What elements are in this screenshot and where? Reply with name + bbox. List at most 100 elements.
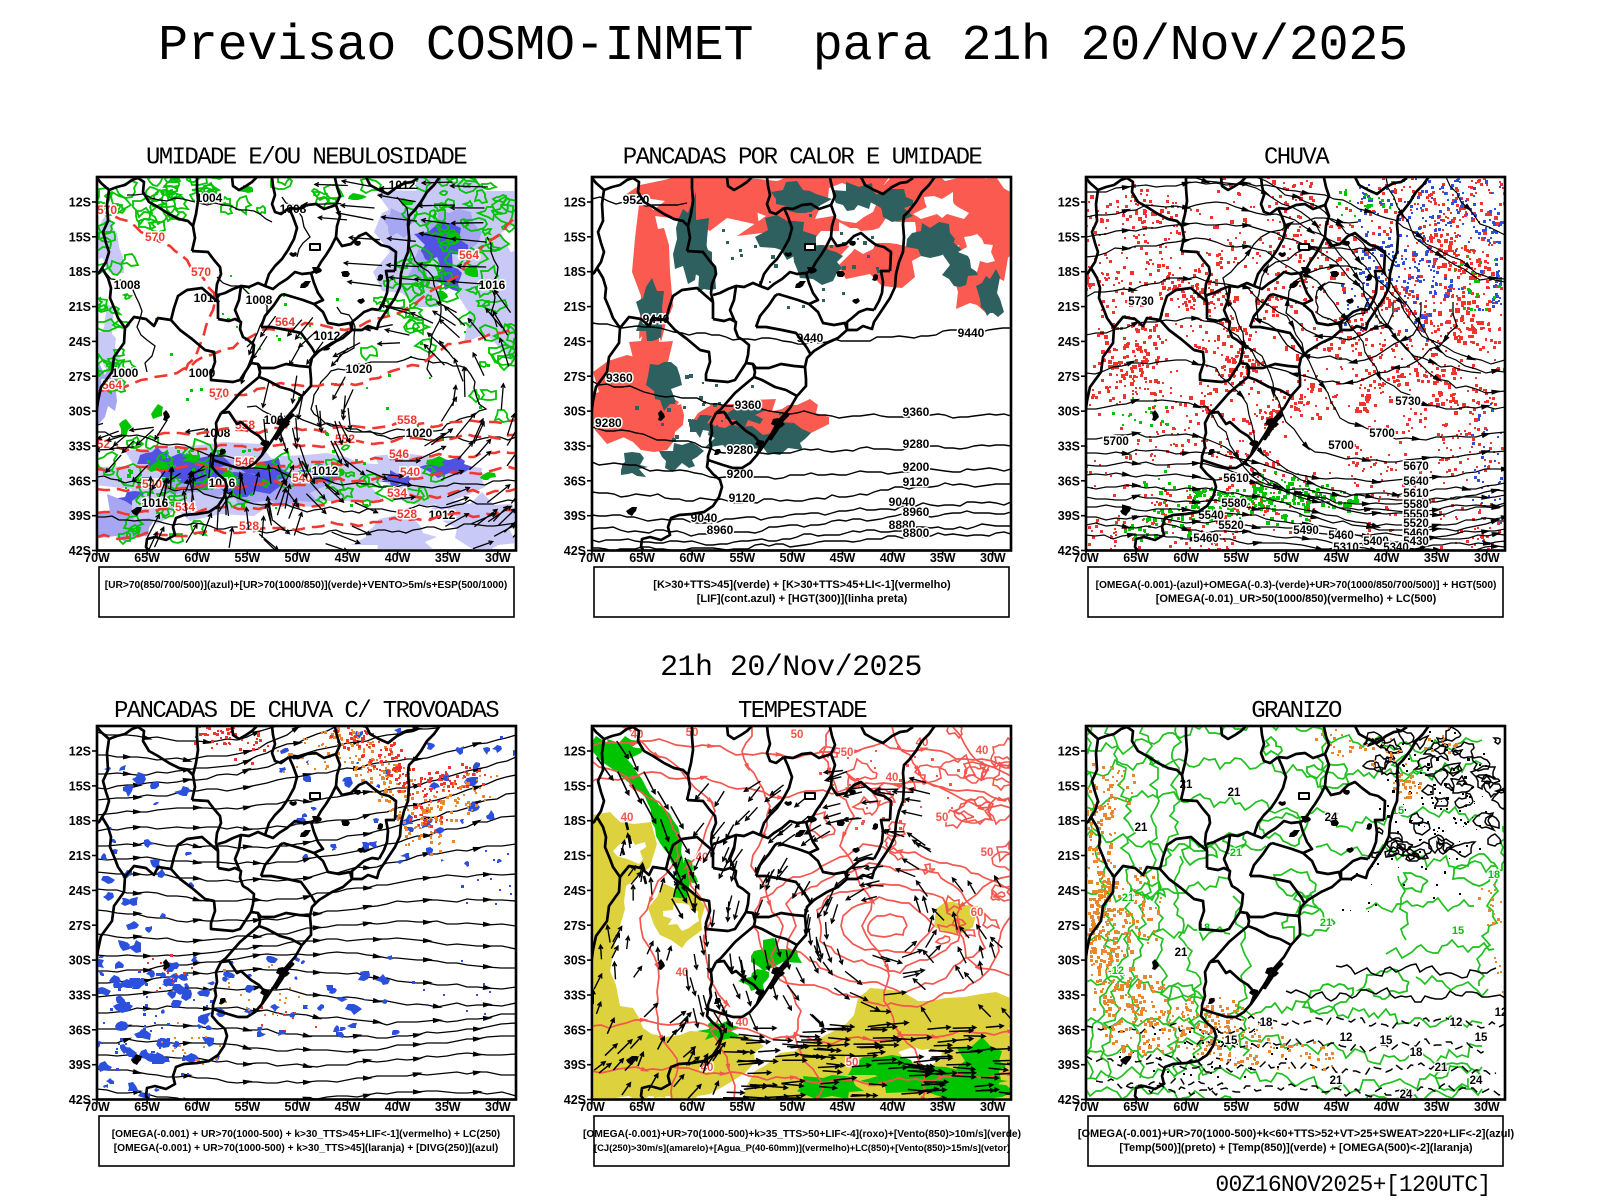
svg-text:21: 21 [1135, 822, 1148, 834]
svg-text:15S: 15S [1058, 230, 1080, 244]
svg-text:40W: 40W [880, 1100, 906, 1114]
svg-text:70W: 70W [84, 1100, 110, 1114]
svg-text:5520: 5520 [1403, 518, 1429, 530]
svg-text:5460: 5460 [1328, 530, 1354, 542]
svg-text:65W: 65W [629, 1100, 655, 1114]
svg-text:9040: 9040 [889, 495, 916, 509]
svg-text:27S: 27S [564, 919, 586, 933]
svg-text:40W: 40W [1374, 1100, 1400, 1114]
svg-text:50W: 50W [285, 1100, 311, 1114]
svg-text:1020: 1020 [346, 362, 373, 376]
svg-text:30S: 30S [69, 405, 91, 419]
svg-text:39S: 39S [564, 509, 586, 523]
svg-text:21S: 21S [1058, 849, 1080, 863]
svg-text:36S: 36S [564, 1023, 586, 1037]
svg-text:5730: 5730 [1395, 396, 1421, 408]
svg-text:70W: 70W [1073, 551, 1099, 565]
svg-text:24S: 24S [564, 884, 586, 898]
svg-text:65W: 65W [134, 551, 160, 565]
svg-text:5610: 5610 [1403, 488, 1429, 500]
svg-text:40: 40 [621, 812, 634, 824]
svg-text:5550: 5550 [1403, 509, 1429, 521]
svg-text:1016: 1016 [142, 496, 169, 510]
svg-text:45W: 45W [830, 1100, 856, 1114]
svg-text:534: 534 [387, 486, 407, 500]
svg-text:18S: 18S [1058, 814, 1080, 828]
svg-text:60W: 60W [1173, 551, 1199, 565]
svg-text:55W: 55W [729, 1100, 755, 1114]
svg-text:12S: 12S [1058, 745, 1080, 759]
svg-text:5460: 5460 [1193, 533, 1219, 545]
svg-text:540: 540 [400, 465, 420, 479]
svg-text:21S: 21S [69, 849, 91, 863]
svg-text:60W: 60W [679, 551, 705, 565]
svg-text:9520: 9520 [623, 193, 650, 207]
svg-text:UMIDADE E/OU NEBULOSIDADE: UMIDADE E/OU NEBULOSIDADE [146, 145, 467, 172]
svg-text:39S: 39S [1058, 509, 1080, 523]
svg-text:5540: 5540 [1198, 510, 1224, 522]
svg-text:40: 40 [676, 967, 689, 979]
svg-text:24S: 24S [1058, 884, 1080, 898]
svg-text:9200: 9200 [727, 467, 754, 481]
svg-text:1012: 1012 [314, 329, 341, 343]
svg-text:15S: 15S [69, 779, 91, 793]
svg-text:40: 40 [976, 745, 989, 757]
svg-text:24S: 24S [1058, 335, 1080, 349]
svg-text:[Temp(500)](preto) + [Temp(850: [Temp(500)](preto) + [Temp(850)](verde) … [1119, 1142, 1473, 1154]
svg-text:24: 24 [1400, 1089, 1413, 1101]
svg-text:60W: 60W [679, 1100, 705, 1114]
svg-text:42S: 42S [69, 1093, 91, 1107]
svg-text:27S: 27S [69, 370, 91, 384]
svg-text:39S: 39S [69, 509, 91, 523]
svg-text:21S: 21S [564, 300, 586, 314]
svg-text:9440: 9440 [958, 326, 985, 340]
svg-text:50W: 50W [1274, 551, 1300, 565]
svg-text:12: 12 [1340, 1032, 1353, 1044]
svg-text:8880: 8880 [889, 518, 916, 532]
svg-text:15: 15 [1475, 1032, 1488, 1044]
svg-text:50: 50 [841, 747, 854, 759]
svg-text:5640: 5640 [1403, 476, 1429, 488]
svg-text:9360: 9360 [903, 405, 930, 419]
svg-text:27S: 27S [1058, 919, 1080, 933]
svg-text:5730: 5730 [1128, 296, 1154, 308]
svg-text:21: 21 [1228, 787, 1241, 799]
svg-text:45W: 45W [1324, 551, 1350, 565]
svg-text:35W: 35W [930, 1100, 956, 1114]
svg-text:15S: 15S [564, 779, 586, 793]
svg-text:21: 21 [1175, 947, 1188, 959]
svg-text:40W: 40W [880, 551, 906, 565]
svg-text:27S: 27S [564, 370, 586, 384]
svg-text:5700: 5700 [1328, 440, 1354, 452]
svg-text:21h 20/Nov/2025: 21h 20/Nov/2025 [660, 651, 922, 685]
svg-text:30W: 30W [485, 1100, 511, 1114]
svg-text:9360: 9360 [735, 398, 762, 412]
svg-text:24S: 24S [69, 335, 91, 349]
svg-text:30W: 30W [980, 551, 1006, 565]
svg-text:12S: 12S [564, 745, 586, 759]
svg-text:33S: 33S [69, 989, 91, 1003]
svg-text:570: 570 [145, 230, 165, 244]
svg-text:1008: 1008 [246, 293, 273, 307]
svg-text:36S: 36S [1058, 1023, 1080, 1037]
svg-text:27S: 27S [69, 919, 91, 933]
svg-text:21: 21 [1330, 1075, 1343, 1087]
svg-text:5580: 5580 [1221, 498, 1247, 510]
svg-text:30S: 30S [1058, 405, 1080, 419]
svg-text:45W: 45W [1324, 1100, 1350, 1114]
svg-text:33S: 33S [1058, 440, 1080, 454]
svg-text:39S: 39S [564, 1058, 586, 1072]
svg-text:5460: 5460 [1403, 528, 1429, 540]
svg-text:42S: 42S [564, 544, 586, 558]
svg-text:[OMEGA(-0.001)+UR>70(1000-500): [OMEGA(-0.001)+UR>70(1000-500)+k>35_TTS>… [583, 1129, 1021, 1140]
svg-text:5700: 5700 [1369, 428, 1395, 440]
svg-text:30W: 30W [1474, 1100, 1500, 1114]
svg-text:5430: 5430 [1403, 536, 1429, 548]
svg-text:24S: 24S [69, 884, 91, 898]
svg-text:21: 21 [1320, 917, 1332, 929]
svg-text:65W: 65W [134, 1100, 160, 1114]
svg-text:1012: 1012 [312, 464, 339, 478]
svg-text:70W: 70W [1073, 1100, 1099, 1114]
svg-text:15: 15 [1380, 1035, 1393, 1047]
svg-text:21: 21 [1230, 847, 1242, 859]
